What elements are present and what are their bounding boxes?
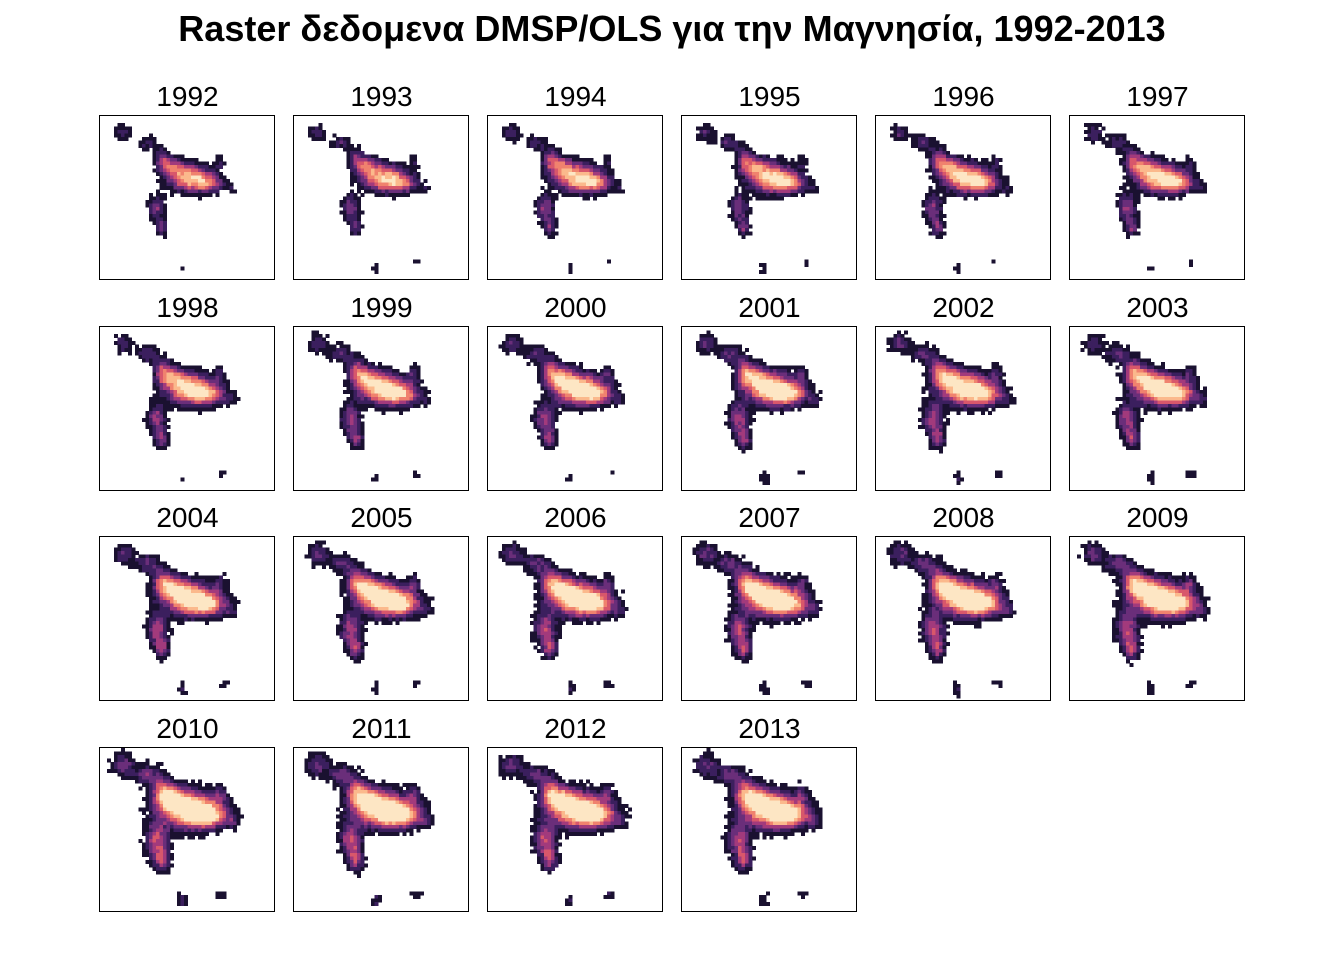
light-raster	[502, 123, 625, 274]
panel-year-label: 1997	[1126, 81, 1189, 112]
panel-year-label: 2012	[544, 712, 607, 744]
light-raster	[886, 540, 1017, 699]
light-raster	[1080, 333, 1207, 485]
light-raster	[696, 330, 823, 485]
raster-map	[99, 325, 275, 491]
panel-year-label: 2002	[932, 291, 995, 323]
panel-year-label: 2006	[544, 502, 607, 533]
raster-map	[681, 115, 857, 280]
light-raster	[304, 751, 435, 906]
light-raster	[114, 333, 241, 481]
light-raster	[696, 123, 819, 274]
raster-map	[293, 746, 469, 912]
light-raster	[890, 123, 1013, 274]
light-raster	[114, 544, 241, 695]
light-raster	[304, 540, 435, 695]
light-raster	[498, 333, 625, 481]
panel-year-label: 2003	[1126, 291, 1189, 323]
panel-year-label: 2001	[738, 291, 801, 323]
panel-year-label: 1995	[738, 81, 801, 112]
raster-map	[681, 325, 857, 491]
panel-year-label: 2007	[738, 502, 801, 533]
light-raster	[498, 540, 629, 695]
raster-map	[875, 115, 1051, 280]
panel-year-label: 2009	[1126, 502, 1189, 533]
light-raster	[498, 754, 632, 906]
panel-year-label: 2010	[156, 712, 219, 744]
light-raster	[692, 747, 823, 906]
panel-year-label: 2004	[156, 502, 219, 533]
raster-map	[875, 325, 1051, 491]
panel-year-label: 1994	[544, 81, 607, 112]
light-raster	[107, 747, 244, 906]
panel-year-label: 2008	[932, 502, 995, 533]
light-raster	[1077, 540, 1211, 695]
panel-year-label: 2013	[738, 712, 801, 744]
panel-year-label: 1996	[932, 81, 995, 112]
raster-map	[487, 746, 663, 912]
raster-map	[487, 115, 663, 280]
raster-map	[681, 536, 857, 701]
raster-map	[1069, 536, 1245, 701]
raster-map	[99, 115, 275, 280]
light-raster	[114, 123, 237, 271]
raster-map	[99, 746, 275, 912]
panel-year-label: 1999	[350, 291, 413, 323]
figure-title: Raster δεδομενα DMSP/OLS για την Μαγνησί…	[178, 8, 1166, 49]
raster-map	[293, 536, 469, 701]
raster-map	[875, 536, 1051, 701]
raster-map	[487, 536, 663, 701]
light-raster	[1084, 123, 1207, 271]
light-raster	[308, 123, 431, 274]
raster-map	[99, 536, 275, 701]
panel-year-label: 2011	[351, 712, 412, 744]
panel-year-label: 1992	[156, 81, 219, 112]
raster-map	[1069, 115, 1245, 280]
raster-map	[487, 325, 663, 491]
panel-year-label: 1993	[350, 81, 413, 112]
raster-map	[293, 115, 469, 280]
light-raster	[692, 540, 823, 695]
light-raster	[886, 330, 1017, 485]
raster-map	[681, 746, 857, 912]
panel-year-label: 1998	[156, 291, 219, 323]
panel-year-label: 2005	[350, 502, 413, 533]
panel-year-label: 2000	[544, 291, 607, 323]
raster-map	[293, 325, 469, 491]
raster-map	[1069, 325, 1245, 491]
light-raster	[308, 330, 431, 481]
